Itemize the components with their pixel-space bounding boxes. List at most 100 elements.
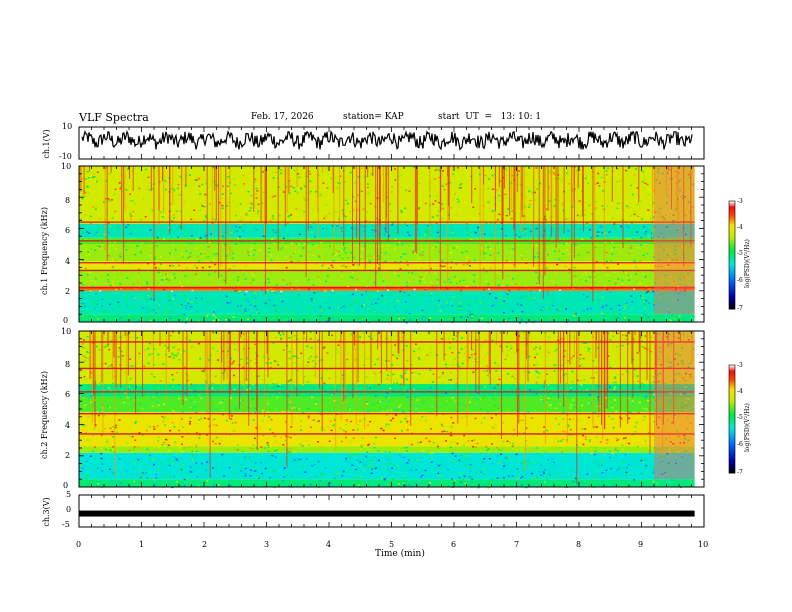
ch2-spectrogram-speckle bbox=[348, 445, 351, 447]
ch2-spectrogram-speckle bbox=[131, 435, 134, 438]
ch1-spectrogram-speckle bbox=[112, 283, 114, 286]
ch2-spectrogram-speckle bbox=[595, 371, 598, 374]
ch1-spectrogram-speckle bbox=[328, 212, 331, 215]
ch2-spectrogram-speckle bbox=[245, 357, 248, 360]
ch2-spectrogram-speckle bbox=[227, 427, 230, 429]
ch2-spectrogram-speckle bbox=[276, 382, 279, 385]
ch2-spectrogram-speckle bbox=[214, 443, 217, 445]
ch2-spectrogram-speckle bbox=[458, 352, 461, 354]
ch1-spectrogram-speckle bbox=[585, 280, 588, 282]
ch1-spectrogram-speckle bbox=[317, 245, 320, 248]
ch1-spectrogram-speckle bbox=[257, 312, 260, 314]
ch1-spectrogram-speckle bbox=[278, 218, 281, 220]
ch2-spectrogram-speckle bbox=[548, 462, 551, 464]
ch2-spectrogram-speckle bbox=[83, 477, 86, 480]
ch1-spectrogram-speckle bbox=[92, 218, 95, 220]
ch1-spectrogram-speckle bbox=[371, 251, 374, 253]
ch2-spectrogram-speckle bbox=[476, 442, 479, 445]
ch1-spectrogram-speckle bbox=[349, 251, 352, 254]
ch1-spectrogram-speckle bbox=[430, 182, 433, 184]
ch1-spectrogram-speckle bbox=[190, 235, 193, 237]
ch1-spectrogram-speckle bbox=[237, 237, 239, 240]
ch2-spectrogram-speckle bbox=[280, 386, 283, 388]
ch1-spectrogram-speckle bbox=[328, 178, 331, 181]
ch2-spectrogram-speckle bbox=[270, 390, 273, 392]
ch1-spectrogram-speckle bbox=[272, 218, 275, 220]
ch2-spectrogram-speckle bbox=[375, 340, 378, 342]
ch2-spectrogram-speckle bbox=[684, 450, 687, 452]
ch1-spectrogram-speckle bbox=[470, 315, 473, 317]
ch2-spectrogram-speckle bbox=[376, 394, 378, 396]
ch2-spectrogram-speckle bbox=[241, 399, 244, 401]
ch1-spectrogram-speckle bbox=[255, 208, 258, 210]
ch1-spectrogram-speckle bbox=[253, 181, 256, 183]
ch2-spectrogram-speckle bbox=[117, 483, 119, 485]
ch2-spectrogram-speckle bbox=[141, 407, 144, 410]
ch2-spectrogram-speckle bbox=[146, 346, 149, 348]
ch2-spectrogram-speckle bbox=[214, 375, 217, 377]
ch1-spectrogram-speckle bbox=[254, 320, 257, 322]
ch2-spectrogram-speckle bbox=[229, 411, 232, 413]
ch1-spectrogram-speckle bbox=[377, 267, 380, 270]
ch2-spectrogram-speckle bbox=[668, 433, 670, 436]
ch2-spectrogram-speckle bbox=[188, 342, 191, 345]
ch1-spectrogram-speckle bbox=[558, 177, 561, 180]
ch2-spectrogram-speckle bbox=[560, 338, 562, 340]
ch2-spectrogram-speckle bbox=[497, 425, 500, 428]
ch2-spectrogram-speckle bbox=[129, 365, 132, 367]
ch2-spectrogram-speckle bbox=[190, 346, 193, 348]
ch2-spectrogram-speckle bbox=[359, 420, 362, 422]
ch1-spectrogram-speckle bbox=[196, 311, 199, 313]
ch1-spectrogram-speckle bbox=[643, 301, 646, 303]
ch1-spectrogram-speckle bbox=[186, 234, 189, 236]
ch1-spectrogram-speckle bbox=[101, 298, 104, 301]
ch1-spectrogram-speckle bbox=[534, 244, 537, 246]
ch1-spectrogram-speckle bbox=[624, 307, 626, 310]
ch1-spectrogram-speckle bbox=[498, 306, 501, 308]
ch1-spectrogram-speckle bbox=[507, 173, 510, 175]
ch2-spectrogram-speckle bbox=[558, 418, 561, 420]
ch2-spectrogram-speckle bbox=[353, 411, 356, 413]
ch2-spectrogram-speckle bbox=[140, 440, 143, 443]
ch2-spectrogram-speckle bbox=[386, 334, 389, 337]
ch2-spectrogram-speckle bbox=[594, 411, 597, 414]
ch1-spectrogram-speckle bbox=[429, 186, 432, 189]
ch2-spectrogram-speckle bbox=[171, 385, 174, 387]
ch1-spectrogram-speckle bbox=[368, 217, 371, 220]
ch2-spectrogram-speckle bbox=[570, 357, 573, 359]
ch2-spectrogram-speckle bbox=[528, 361, 531, 363]
ch2-spectrogram-speckle bbox=[404, 418, 407, 420]
ch1-spectrogram-speckle bbox=[627, 274, 630, 277]
ch1-spectrogram-speckle bbox=[400, 174, 403, 177]
ch1-spectrogram-speckle bbox=[643, 178, 646, 181]
ch2-spectrogram-speckle bbox=[373, 363, 376, 366]
ch2-spectrogram-speckle bbox=[652, 396, 655, 399]
ch1-spectrogram-speckle bbox=[237, 282, 240, 285]
ch2-spectrogram-speckle bbox=[495, 459, 498, 462]
ch2-spectrogram-speckle bbox=[474, 358, 476, 360]
ch1-spectrogram-speckle bbox=[655, 179, 658, 181]
ch2-spectrogram-speckle bbox=[226, 440, 229, 443]
ch1-spectrogram-speckle bbox=[588, 276, 591, 278]
ch1-spectrogram-speckle bbox=[567, 267, 570, 269]
ch2-spectrogram-speckle bbox=[137, 458, 140, 461]
ch1-spectrogram-speckle bbox=[331, 254, 334, 256]
ch1-spectrogram-speckle bbox=[99, 301, 102, 303]
ch1-spectrogram-speckle bbox=[649, 196, 652, 199]
ch1-spectrogram-speckle bbox=[666, 316, 669, 319]
ch1-spectrogram-speckle bbox=[554, 173, 557, 176]
ch1-spectrogram-speckle bbox=[156, 260, 159, 262]
ch1-spectrogram-speckle bbox=[214, 271, 216, 273]
ch1-spectrogram-speckle bbox=[597, 172, 600, 175]
ch1-spectrogram-speckle bbox=[247, 254, 250, 256]
ch1-spectrogram-speckle bbox=[424, 312, 427, 314]
ch1-spectrogram-speckle bbox=[513, 264, 515, 266]
ch1-spectrogram-speckle bbox=[464, 166, 467, 168]
ch1-spectrogram-speckle bbox=[669, 289, 671, 291]
ch2-spectrogram-speckle bbox=[185, 373, 188, 375]
ch1-spectrogram-speckle bbox=[149, 319, 152, 322]
ch2-spectrogram-speckle bbox=[391, 467, 394, 469]
ch1-spectrogram-speckle bbox=[377, 209, 380, 211]
ch1-spectrogram-speckle bbox=[601, 296, 604, 298]
ch1-spectrogram-speckle bbox=[231, 191, 234, 193]
